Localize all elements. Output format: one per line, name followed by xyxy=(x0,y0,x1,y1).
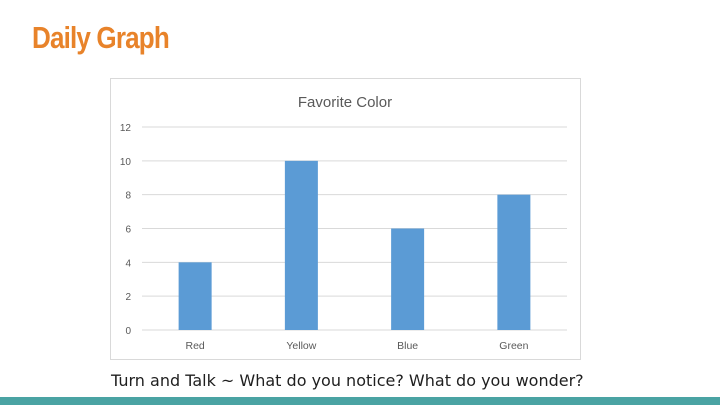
bar-yellow xyxy=(284,160,318,330)
chart-title: Favorite Color xyxy=(298,94,392,111)
bar-blue xyxy=(391,228,425,330)
y-tick-label: 10 xyxy=(120,157,132,168)
y-tick-label: 6 xyxy=(125,225,131,236)
bar-red xyxy=(178,262,212,330)
chart-frame: Favorite Color 0 2 4 6 8 10 12 Red Yellow Blue Gre… xyxy=(110,78,581,360)
bottom-accent-bar xyxy=(0,397,720,405)
y-tick-label: 4 xyxy=(125,258,131,269)
bar-green xyxy=(497,194,531,330)
turn-and-talk-caption: Turn and Talk ~ What do you notice? What… xyxy=(111,371,584,390)
y-tick-label: 12 xyxy=(120,123,132,134)
x-tick-label: Green xyxy=(499,340,528,352)
y-tick-label: 8 xyxy=(125,191,131,202)
slide-title: Daily Graph xyxy=(32,20,170,55)
x-tick-label: Blue xyxy=(397,340,418,352)
x-tick-label: Yellow xyxy=(286,340,316,352)
y-tick-label: 0 xyxy=(125,326,131,337)
x-tick-label: Red xyxy=(185,340,204,352)
bar-chart: Favorite Color 0 2 4 6 8 10 12 Red Yellow Blue Gre… xyxy=(120,94,567,352)
y-tick-label: 2 xyxy=(125,292,131,303)
